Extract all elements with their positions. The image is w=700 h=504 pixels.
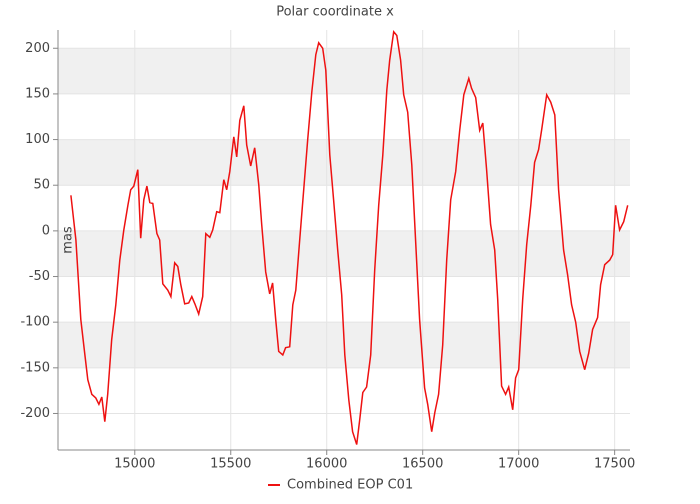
x-tick-label: 15500 bbox=[210, 457, 251, 472]
y-tick-label: 200 bbox=[25, 41, 50, 56]
x-tick-label: 15000 bbox=[114, 457, 155, 472]
legend-label: Combined EOP C01 bbox=[287, 478, 413, 493]
grid-band bbox=[58, 48, 630, 94]
chart-title: Polar coordinate x bbox=[276, 5, 394, 20]
y-tick-label: 150 bbox=[25, 86, 50, 101]
grid-band bbox=[58, 139, 630, 186]
data-line bbox=[70, 30, 629, 445]
x-tick-label: 17500 bbox=[594, 457, 635, 472]
y-tick-label: -150 bbox=[20, 360, 50, 375]
y-tick-label: 100 bbox=[25, 132, 50, 147]
y-tick-label: -50 bbox=[29, 269, 50, 284]
y-tick-label: -200 bbox=[20, 406, 50, 421]
y-tick-label: 0 bbox=[42, 223, 50, 238]
y-tick-label: 50 bbox=[33, 178, 50, 193]
x-tick-label: 16500 bbox=[402, 457, 443, 472]
y-tick-label: -100 bbox=[20, 315, 50, 330]
y-axis-label: mas bbox=[61, 226, 76, 254]
grid-band bbox=[58, 230, 630, 277]
x-tick-label: 16000 bbox=[306, 457, 347, 472]
x-tick-label: 17000 bbox=[498, 457, 539, 472]
